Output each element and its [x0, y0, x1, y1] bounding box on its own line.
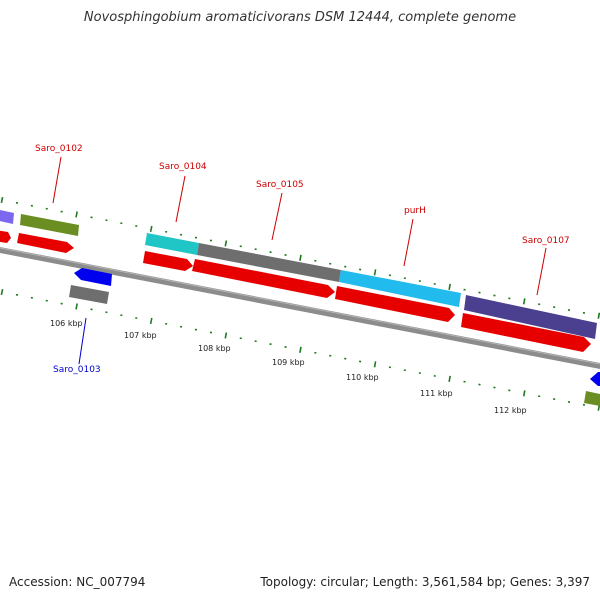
tick-label: 107 kbp	[124, 331, 157, 340]
major-tick	[0, 196, 4, 204]
leader-line	[78, 317, 87, 365]
major-tick	[75, 211, 78, 218]
major-tick	[299, 346, 302, 353]
gene-arrow-reverse	[590, 372, 600, 386]
gene-label-purh: purH	[404, 206, 426, 216]
accession-text: Accession: NC_007794	[9, 575, 146, 589]
cds-arrow	[17, 233, 74, 253]
gene-block-saro-0104	[145, 233, 199, 255]
cds-arrow	[0, 230, 11, 243]
major-tick	[299, 254, 302, 261]
major-tick	[149, 317, 153, 325]
gene-block-lavender	[0, 210, 14, 224]
major-tick	[522, 298, 526, 305]
major-tick	[522, 390, 526, 397]
leader-line	[52, 156, 62, 204]
gene-block-saro-0107	[464, 295, 597, 339]
major-tick	[224, 240, 228, 247]
gene-label-saro-0107: Saro_0107	[522, 236, 570, 246]
outer-tick-track	[0, 196, 600, 319]
leader-line	[175, 175, 186, 223]
leader-line	[271, 192, 283, 241]
map-title: Novosphingobium aromaticivorans DSM 1244…	[83, 10, 517, 25]
cds-arrow	[461, 313, 591, 352]
major-tick	[0, 288, 4, 296]
cds-arrow	[192, 259, 335, 298]
gene-block-olive	[584, 391, 600, 406]
cds-arrow	[335, 286, 455, 322]
cds-arrow	[143, 251, 193, 271]
gene-block-saro-0105	[197, 243, 341, 282]
leader-line	[403, 218, 414, 267]
backbone-highlight	[0, 247, 600, 365]
major-tick	[149, 225, 153, 233]
major-tick	[373, 269, 377, 276]
tick-label: 108 kbp	[198, 344, 231, 353]
tick-label: 109 kbp	[272, 358, 305, 367]
tick-label: 112 kbp	[494, 406, 527, 415]
genome-summary-text: Topology: circular; Length: 3,561,584 bp…	[260, 575, 590, 589]
gene-label-saro-0104: Saro_0104	[159, 162, 207, 172]
gene-label-saro-0105: Saro_0105	[256, 180, 304, 190]
gene-label-saro-0103: Saro_0103	[53, 365, 101, 375]
gene-block-saro-0102	[20, 214, 79, 236]
major-tick	[373, 361, 377, 368]
gene-block-saro-0103	[69, 285, 109, 304]
major-tick	[224, 332, 228, 339]
leader-line	[536, 247, 547, 296]
gene-label-saro-0102: Saro_0102	[35, 144, 83, 154]
major-tick	[448, 283, 451, 290]
major-tick	[448, 375, 451, 382]
tick-label: 110 kbp	[346, 373, 379, 382]
tick-label: 111 kbp	[420, 389, 453, 398]
major-tick	[597, 312, 600, 319]
major-tick	[75, 303, 78, 310]
gene-arrow-reverse	[74, 268, 112, 286]
gene-block-purh	[339, 270, 461, 307]
tick-label: 106 kbp	[50, 319, 83, 328]
